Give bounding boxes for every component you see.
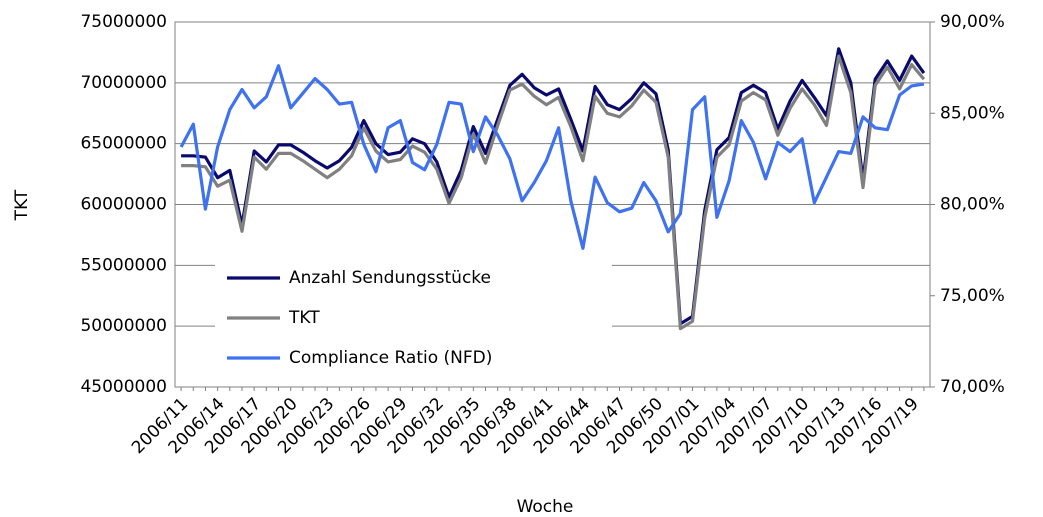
y2-tick-label: 85,00% bbox=[940, 103, 1005, 123]
series-line bbox=[181, 47, 926, 326]
series-line bbox=[179, 64, 925, 250]
plot-frame bbox=[174, 21, 931, 388]
y-tick-label: 65000000 bbox=[80, 134, 167, 154]
y-tick-label: 60000000 bbox=[80, 195, 167, 215]
legend-label: Compliance Ratio (NFD) bbox=[289, 348, 492, 368]
y-tick-label: 75000000 bbox=[80, 12, 167, 32]
y-tick-label: 70000000 bbox=[80, 73, 167, 93]
series-line bbox=[181, 54, 926, 331]
legend-box bbox=[215, 258, 612, 376]
y-tick-label: 55000000 bbox=[80, 255, 167, 275]
y2-tick-label: 90,00% bbox=[940, 12, 1005, 32]
y2-tick-label: 70,00% bbox=[940, 377, 1005, 397]
y-tick-label: 45000000 bbox=[80, 377, 167, 397]
legend-label: Anzahl Sendungsstücke bbox=[289, 268, 491, 288]
y2-tick-label: 80,00% bbox=[940, 195, 1005, 215]
y-axis-label: TKT bbox=[12, 189, 32, 221]
y-tick-label: 50000000 bbox=[80, 316, 167, 336]
x-axis-label: Woche bbox=[517, 497, 574, 517]
legend-label: TKT bbox=[288, 308, 320, 328]
y2-tick-label: 75,00% bbox=[940, 286, 1005, 306]
